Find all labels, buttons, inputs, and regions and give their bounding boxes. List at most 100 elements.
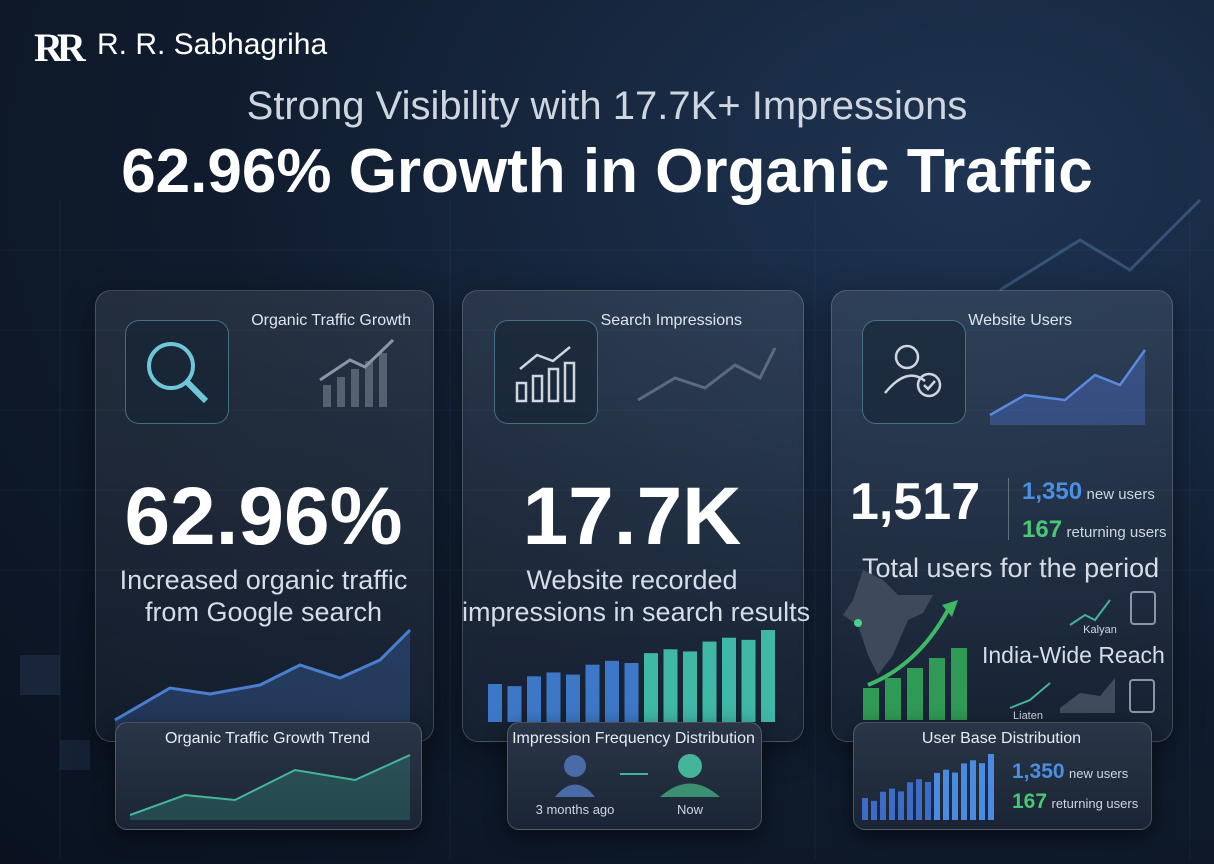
decor-shape bbox=[515, 381, 528, 403]
panel-label: Now bbox=[676, 802, 703, 817]
decor-shape bbox=[1009, 682, 1051, 709]
decor-shape bbox=[989, 349, 1147, 417]
brand: R. R. Sabhagriha bbox=[97, 28, 328, 61]
panel-trend-decor bbox=[129, 754, 411, 820]
decor-bar bbox=[934, 772, 940, 820]
user-icon bbox=[884, 344, 942, 398]
decor-bar bbox=[988, 754, 994, 820]
decor-bar bbox=[546, 672, 561, 722]
card-label: Search Impressions bbox=[600, 312, 742, 329]
new-users-label: new users bbox=[1069, 766, 1129, 781]
decor-shape bbox=[184, 379, 209, 404]
decor-shape bbox=[337, 377, 345, 407]
decor-bar bbox=[585, 664, 600, 722]
area-decor bbox=[989, 349, 1147, 425]
bars-decor bbox=[488, 630, 775, 722]
panel-title: User Base Distribution bbox=[921, 730, 1082, 747]
decor-bar bbox=[507, 686, 522, 722]
people-decor bbox=[555, 754, 720, 797]
new-users: 1,350 bbox=[1022, 478, 1083, 505]
stat-row: 167 returning users bbox=[1012, 790, 1138, 814]
icon-box bbox=[862, 320, 966, 424]
line-decor bbox=[637, 347, 777, 402]
decor-bar bbox=[683, 651, 697, 722]
logo: RR bbox=[34, 25, 86, 70]
mini-chart-decor bbox=[1069, 591, 1156, 626]
sub-panel bbox=[507, 722, 762, 830]
decor-shape bbox=[1130, 591, 1156, 625]
decor-shape bbox=[323, 353, 387, 407]
decor-shape bbox=[854, 619, 862, 627]
decor-bar bbox=[624, 663, 639, 722]
metric-value: 62.96% bbox=[124, 471, 403, 562]
map-decor bbox=[843, 570, 958, 687]
description: from Google search bbox=[144, 597, 383, 627]
decor-shape bbox=[867, 609, 950, 687]
decor-bar bbox=[663, 649, 678, 722]
decor-shape bbox=[114, 628, 412, 722]
decor-bar bbox=[722, 637, 736, 722]
metric-value: 1,517 bbox=[850, 473, 981, 531]
metric-value: 17.7K bbox=[522, 471, 742, 562]
decor-bar bbox=[644, 653, 658, 722]
decor-bar bbox=[961, 763, 967, 820]
search-icon bbox=[147, 342, 209, 404]
decor-bar bbox=[566, 674, 580, 722]
decor-bar bbox=[741, 639, 756, 722]
decor-bar bbox=[862, 798, 868, 820]
decor-square bbox=[60, 740, 90, 770]
decor-bar bbox=[943, 769, 949, 820]
decor-shape bbox=[564, 755, 586, 777]
decor-shape bbox=[884, 374, 926, 394]
decor-shape bbox=[894, 344, 920, 370]
decor-shape bbox=[1060, 678, 1115, 713]
panel-title: Impression Frequency Distribution bbox=[512, 730, 755, 747]
decor-shape bbox=[843, 570, 933, 675]
decor-bar bbox=[970, 760, 976, 820]
stat-row: 1,350 new users bbox=[1022, 478, 1155, 506]
returning-users: 167 bbox=[1022, 516, 1063, 543]
stat-row: 1,350 new users bbox=[1012, 760, 1128, 784]
decor-bar bbox=[761, 630, 775, 722]
decor-bar bbox=[898, 791, 904, 820]
decor-shape bbox=[1069, 599, 1111, 626]
returning-users: 167 bbox=[1012, 790, 1048, 813]
decor-shape bbox=[323, 385, 331, 407]
new-users: 1,350 bbox=[1012, 760, 1065, 783]
reach-label: India-Wide Reach bbox=[982, 642, 1165, 668]
green-bars-decor bbox=[863, 648, 967, 720]
decor-shape bbox=[351, 369, 359, 407]
decor-shape bbox=[990, 350, 1145, 425]
decor-bar bbox=[880, 791, 886, 820]
stat-row: 167 returning users bbox=[1022, 516, 1167, 544]
decor-shape bbox=[563, 361, 576, 403]
decor-shape bbox=[884, 344, 942, 398]
decor-shape bbox=[379, 353, 387, 407]
map-label: Kalyan bbox=[1083, 624, 1117, 636]
description: Increased organic traffic bbox=[119, 565, 408, 595]
decor-shape bbox=[515, 346, 576, 403]
decor-shape bbox=[678, 754, 702, 778]
card-label: Website Users bbox=[968, 312, 1072, 329]
decor-shape bbox=[942, 600, 958, 617]
decor-bar bbox=[488, 684, 502, 722]
subtitle: Strong Visibility with 17.7K+ Impression… bbox=[246, 84, 968, 128]
decor-shape bbox=[916, 372, 942, 398]
divider bbox=[1008, 478, 1009, 540]
panel-title: Organic Traffic Growth Trend bbox=[164, 730, 371, 747]
decor-shape bbox=[531, 374, 544, 403]
panel-bars-decor bbox=[862, 754, 994, 820]
decor-shape bbox=[929, 658, 945, 720]
decor-bar bbox=[702, 641, 717, 722]
decor-shape bbox=[115, 630, 410, 730]
growth-icon bbox=[319, 338, 395, 407]
description: impressions in search results bbox=[462, 597, 811, 627]
decor-shape bbox=[923, 380, 936, 391]
new-users-label: new users bbox=[1086, 486, 1155, 503]
returning-users-label: returning users bbox=[1066, 524, 1167, 541]
decor-shape bbox=[555, 784, 595, 797]
decor-shape bbox=[319, 338, 395, 382]
decor-bar bbox=[925, 782, 931, 820]
decor-shape bbox=[951, 648, 967, 720]
